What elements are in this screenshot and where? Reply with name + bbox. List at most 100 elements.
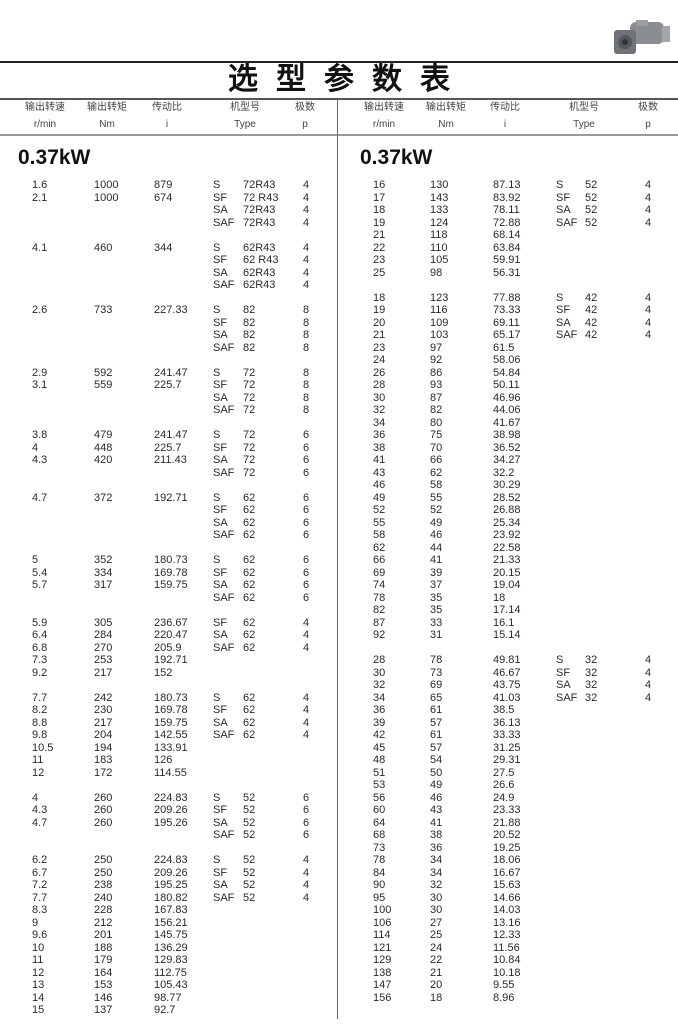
torque-cell: 137 bbox=[94, 1004, 113, 1016]
ratio-cell: 241.47 bbox=[154, 429, 188, 441]
speed-cell: 34 bbox=[373, 691, 386, 704]
type-size-cell: 62 bbox=[243, 716, 256, 729]
speed-cell: 4.7 bbox=[32, 816, 48, 829]
speed-cell: 9 bbox=[32, 916, 39, 929]
torque-cell: 460 bbox=[94, 241, 113, 254]
speed-cell: 21 bbox=[373, 329, 386, 341]
poles-cell: 8 bbox=[303, 304, 310, 316]
power-label-right: 0.37kW bbox=[360, 146, 433, 169]
torque-cell: 34 bbox=[430, 866, 443, 879]
speed-cell: 78 bbox=[373, 854, 386, 866]
speed-cell: 11 bbox=[32, 754, 44, 766]
speed-cell: 25 bbox=[373, 266, 386, 279]
ratio-cell: 65.17 bbox=[493, 329, 521, 341]
header-label: 机型号 bbox=[569, 102, 599, 113]
type-size-cell: 62 bbox=[243, 516, 256, 529]
speed-cell: 36 bbox=[373, 704, 386, 716]
poles-cell: 4 bbox=[303, 854, 310, 866]
type-size-cell: 82 bbox=[243, 316, 256, 329]
header-label: 输出转矩 bbox=[87, 102, 127, 113]
type-size-cell: 62 R43 bbox=[243, 254, 279, 266]
type-size-cell: 72 bbox=[243, 429, 256, 441]
type-prefix-cell: SF bbox=[556, 666, 571, 679]
type-prefix-cell: SF bbox=[213, 379, 228, 391]
ratio-cell: 16.67 bbox=[493, 866, 521, 879]
header-label: 传动比 bbox=[152, 102, 182, 113]
torque-cell: 44 bbox=[430, 541, 443, 554]
torque-cell: 592 bbox=[94, 366, 113, 379]
torque-cell: 260 bbox=[94, 804, 113, 816]
speed-cell: 56 bbox=[373, 791, 386, 804]
ratio-cell: 879 bbox=[154, 179, 173, 191]
type-prefix-cell: SF bbox=[556, 304, 571, 316]
speed-cell: 82 bbox=[373, 604, 386, 616]
type-prefix-cell: S bbox=[213, 691, 221, 704]
torque-cell: 733 bbox=[94, 304, 113, 316]
poles-cell: 4 bbox=[303, 266, 310, 279]
torque-cell: 55 bbox=[430, 491, 443, 504]
torque-cell: 46 bbox=[430, 529, 443, 541]
header-label: 机型号 bbox=[230, 102, 260, 113]
ratio-cell: 43.75 bbox=[493, 679, 521, 691]
poles-cell: 6 bbox=[303, 466, 310, 479]
speed-cell: 17 bbox=[373, 191, 386, 204]
poles-cell: 4 bbox=[303, 891, 310, 904]
torque-cell: 130 bbox=[430, 179, 449, 191]
speed-cell: 30 bbox=[373, 391, 386, 404]
ratio-cell: 14.66 bbox=[493, 891, 521, 904]
torque-cell: 1000 bbox=[94, 179, 119, 191]
poles-cell: 6 bbox=[303, 441, 310, 454]
ratio-cell: 21.88 bbox=[493, 816, 521, 829]
ratio-cell: 87.13 bbox=[493, 179, 521, 191]
ratio-cell: 58.06 bbox=[493, 354, 521, 366]
type-size-cell: 32 bbox=[585, 666, 598, 679]
ratio-cell: 15.63 bbox=[493, 879, 521, 891]
torque-cell: 250 bbox=[94, 866, 113, 879]
type-size-cell: 72 R43 bbox=[243, 191, 279, 204]
torque-cell: 212 bbox=[94, 916, 113, 929]
column-divider bbox=[337, 99, 338, 1019]
speed-cell: 2.1 bbox=[32, 191, 48, 204]
torque-cell: 253 bbox=[94, 654, 113, 666]
torque-cell: 73 bbox=[430, 666, 443, 679]
torque-cell: 93 bbox=[430, 379, 443, 391]
type-size-cell: 82 bbox=[243, 304, 256, 316]
header-unit: i bbox=[165, 119, 169, 130]
speed-cell: 8.2 bbox=[32, 704, 48, 716]
type-prefix-cell: SA bbox=[213, 454, 228, 466]
torque-cell: 37 bbox=[430, 579, 443, 591]
ratio-cell: 224.83 bbox=[154, 791, 188, 804]
poles-cell: 4 bbox=[645, 304, 652, 316]
torque-cell: 46 bbox=[430, 791, 443, 804]
torque-cell: 75 bbox=[430, 429, 443, 441]
speed-cell: 1.6 bbox=[32, 179, 48, 191]
poles-cell: 8 bbox=[303, 366, 310, 379]
speed-cell: 7.7 bbox=[32, 891, 48, 904]
speed-cell: 68 bbox=[373, 829, 386, 841]
speed-cell: 4 bbox=[32, 791, 39, 804]
header-label: 极数 bbox=[638, 102, 658, 113]
ratio-cell: 344 bbox=[154, 241, 173, 254]
poles-cell: 4 bbox=[303, 691, 310, 704]
ratio-cell: 36.52 bbox=[493, 441, 521, 454]
type-prefix-cell: SAF bbox=[213, 829, 235, 841]
poles-cell: 4 bbox=[303, 629, 310, 641]
poles-cell: 6 bbox=[303, 566, 310, 579]
ratio-cell: 83.92 bbox=[493, 191, 521, 204]
header-unit: p bbox=[645, 119, 651, 130]
speed-cell: 23 bbox=[373, 254, 386, 266]
type-prefix-cell: SA bbox=[213, 716, 228, 729]
ratio-cell: 16.1 bbox=[493, 616, 515, 629]
speed-cell: 55 bbox=[373, 516, 386, 529]
ratio-cell: 78.11 bbox=[493, 204, 520, 216]
ratio-cell: 224.83 bbox=[154, 854, 188, 866]
torque-cell: 39 bbox=[430, 566, 443, 579]
torque-cell: 27 bbox=[430, 916, 443, 929]
header-type-left: 机型号 Type bbox=[215, 102, 275, 131]
torque-cell: 164 bbox=[94, 966, 113, 979]
speed-cell: 23 bbox=[373, 341, 386, 354]
ratio-cell: 145.75 bbox=[154, 929, 188, 941]
type-size-cell: 52 bbox=[243, 791, 256, 804]
torque-cell: 334 bbox=[94, 566, 113, 579]
speed-cell: 52 bbox=[373, 504, 386, 516]
